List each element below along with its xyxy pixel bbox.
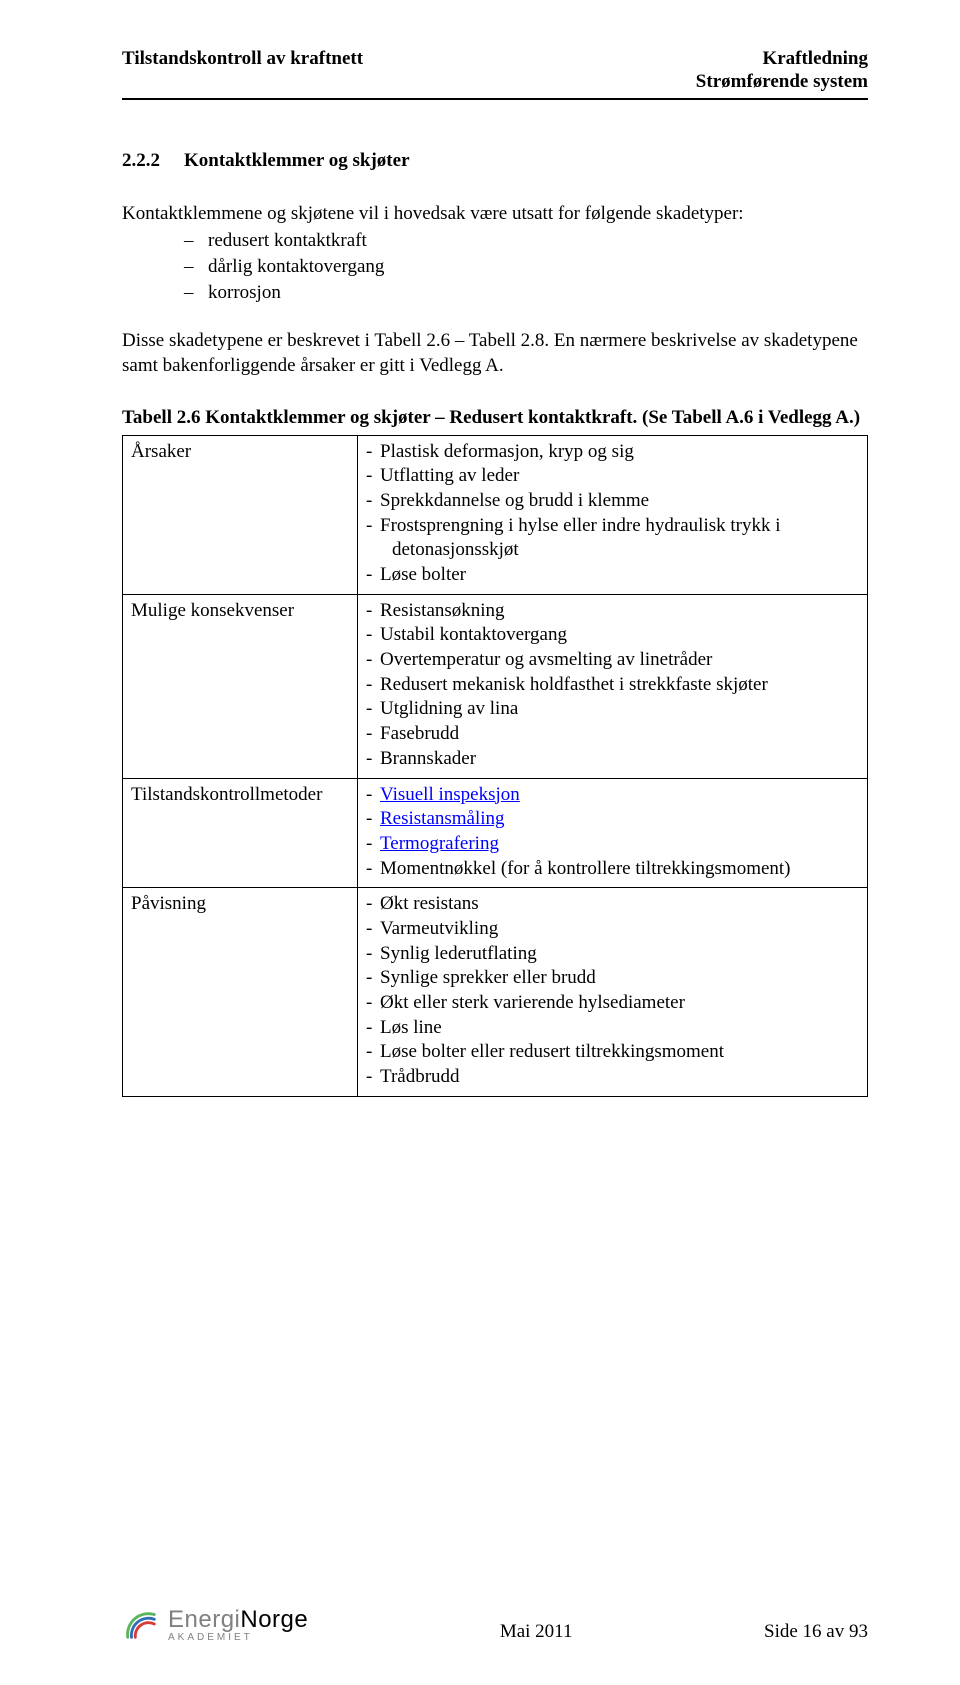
row-content: -Økt resistans -Varmeutvikling -Synlig l… (358, 888, 868, 1097)
cell-item: Overtemperatur og avsmelting av linetråd… (380, 649, 712, 670)
table-row: Årsaker -Plastisk deformasjon, kryp og s… (123, 435, 868, 594)
cell-item: Redusert mekanisk holdfasthet i strekkfa… (380, 674, 768, 695)
cell-link[interactable]: Resistansmåling (380, 808, 505, 829)
footer-center: Mai 2011 (500, 1621, 573, 1643)
cell-item: Frostsprengning i hylse eller indre hydr… (380, 515, 781, 536)
cell-item: Utglidning av lina (380, 698, 518, 719)
section-number: 2.2.2 (122, 150, 184, 172)
page-footer: EnergiNorge AKADEMIET Mai 2011 Side 16 a… (122, 1605, 868, 1643)
row-content: -Visuell inspeksjon -Resistansmåling -Te… (358, 778, 868, 888)
header-left: Tilstandskontroll av kraftnett (122, 48, 363, 94)
logo-subtext: AKADEMIET (168, 1632, 308, 1643)
header-right-line1: Kraftledning (696, 48, 868, 71)
footer-page-number: Side 16 av 93 (764, 1621, 868, 1643)
cell-item: Plastisk deformasjon, kryp og sig (380, 441, 634, 462)
footer-logo: EnergiNorge AKADEMIET (122, 1605, 308, 1643)
row-label: Påvisning (123, 888, 358, 1097)
intro-bullets: redusert kontaktkraft dårlig kontaktover… (122, 228, 868, 305)
intro-bullet: redusert kontaktkraft (122, 228, 868, 254)
cell-item: Ustabil kontaktovergang (380, 624, 567, 645)
logo-text: EnergiNorge (168, 1606, 308, 1634)
row-content: -Plastisk deformasjon, kryp og sig -Utfl… (358, 435, 868, 594)
logo-arc-icon (122, 1605, 160, 1643)
cell-item: Trådbrudd (380, 1066, 460, 1087)
cell-item: Økt resistans (380, 893, 479, 914)
section-title: Kontaktklemmer og skjøter (184, 150, 410, 171)
cell-item: Synlige sprekker eller brudd (380, 967, 596, 988)
cell-link[interactable]: Visuell inspeksjon (380, 784, 520, 805)
cell-item-continuation: detonasjonsskjøt (392, 539, 519, 560)
cell-item: Løse bolter (380, 564, 466, 585)
cell-item: Sprekkdannelse og brudd i klemme (380, 490, 649, 511)
header-right-line2: Strømførende system (696, 71, 868, 94)
header-rule (122, 98, 868, 100)
cell-item: Utflatting av leder (380, 465, 519, 486)
row-label: Årsaker (123, 435, 358, 594)
page-header: Tilstandskontroll av kraftnett Kraftledn… (122, 48, 868, 94)
cell-item: Varmeutvikling (380, 918, 498, 939)
intro-bullet: korrosjon (122, 280, 868, 306)
intro-paragraph: Kontaktklemmene og skjøtene vil i hoveds… (122, 202, 868, 227)
table-row: Påvisning -Økt resistans -Varmeutvikling… (123, 888, 868, 1097)
header-right: Kraftledning Strømførende system (696, 48, 868, 94)
intro-bullet: dårlig kontaktovergang (122, 254, 868, 280)
damage-table: Årsaker -Plastisk deformasjon, kryp og s… (122, 435, 868, 1097)
cell-link[interactable]: Termografering (380, 833, 499, 854)
cell-item: Brannskader (380, 748, 476, 769)
section-heading: 2.2.2Kontaktklemmer og skjøter (122, 150, 868, 172)
cell-item: Resistansøkning (380, 600, 505, 621)
cell-item: Løs line (380, 1017, 442, 1038)
table-row: Tilstandskontrollmetoder -Visuell inspek… (123, 778, 868, 888)
row-label: Mulige konsekvenser (123, 594, 358, 778)
row-label: Tilstandskontrollmetoder (123, 778, 358, 888)
cell-item: Fasebrudd (380, 723, 459, 744)
table-caption: Tabell 2.6 Kontaktklemmer og skjøter – R… (122, 407, 868, 429)
cell-item: Momentnøkkel (for å kontrollere tiltrekk… (380, 858, 791, 879)
row-content: -Resistansøkning -Ustabil kontaktovergan… (358, 594, 868, 778)
cell-item: Økt eller sterk varierende hylsediameter (380, 992, 685, 1013)
cell-item: Synlig lederutflating (380, 943, 537, 964)
table-row: Mulige konsekvenser -Resistansøkning -Us… (123, 594, 868, 778)
cell-item: Løse bolter eller redusert tiltrekkingsm… (380, 1041, 724, 1062)
paragraph-2: Disse skadetypene er beskrevet i Tabell … (122, 329, 868, 378)
